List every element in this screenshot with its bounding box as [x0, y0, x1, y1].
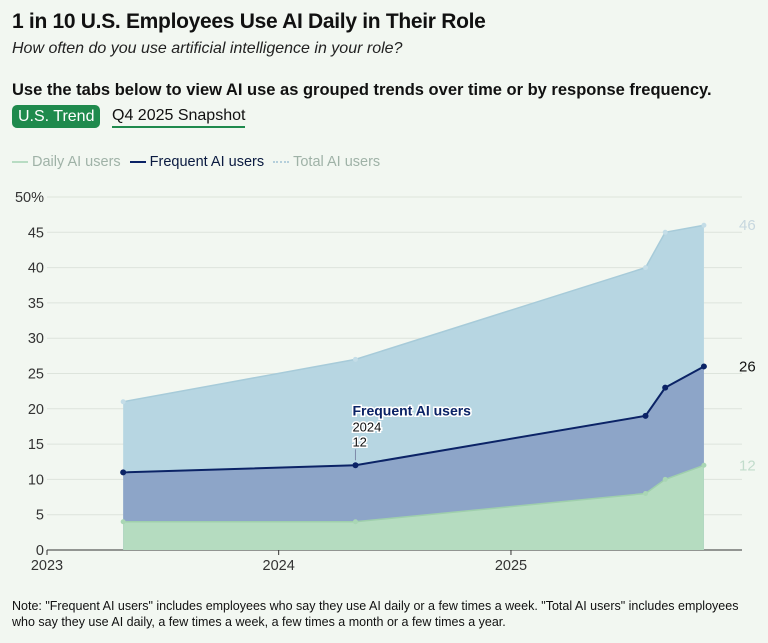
point-daily-ai-users [643, 491, 649, 497]
tooltip-series-name: Frequent AI users [352, 402, 471, 418]
y-tick-label: 40 [28, 261, 44, 277]
y-tick-label: 50% [15, 190, 44, 206]
tooltip-value: 12 [352, 434, 366, 449]
point-daily-ai-users [352, 519, 358, 525]
legend-label-frequent: Frequent AI users [149, 154, 265, 170]
legend-item-total[interactable]: Total AI users [273, 154, 380, 170]
point-frequent-ai-users [662, 384, 669, 391]
point-daily-ai-users [120, 519, 126, 525]
legend-swatch-total [273, 161, 290, 163]
legend-swatch-frequent [129, 161, 146, 163]
x-tick-label: 2023 [31, 558, 63, 574]
legend-item-daily[interactable]: Daily AI users [12, 154, 121, 170]
tooltip-x-label: 2024 [352, 419, 381, 434]
point-total-ai-users [120, 399, 126, 405]
x-tick-label: 2025 [495, 558, 527, 574]
legend-label-total: Total AI users [293, 154, 381, 170]
end-label-total: 46 [739, 217, 756, 234]
legend-label-daily: Daily AI users [32, 154, 121, 170]
y-tick-label: 10 [28, 472, 44, 488]
tab-us-trend[interactable]: U.S. Trend [12, 105, 101, 128]
point-frequent-ai-users [700, 363, 707, 370]
x-tick-label: 2024 [263, 558, 295, 574]
point-total-ai-users [662, 229, 668, 235]
point-daily-ai-users [662, 476, 668, 482]
point-frequent-ai-users [120, 469, 127, 476]
point-frequent-ai-users [642, 412, 649, 419]
y-tick-label: 45 [28, 225, 44, 241]
point-frequent-ai-users [352, 462, 359, 469]
chart-note: Note: "Frequent AI users" includes emplo… [12, 599, 739, 629]
y-tick-label: 0 [36, 543, 44, 559]
tab-instruction: Use the tabs below to view AI use as gro… [12, 81, 712, 99]
y-tick-label: 30 [28, 331, 44, 347]
legend-item-frequent[interactable]: Frequent AI users [129, 154, 265, 170]
end-label-frequent: 26 [739, 358, 756, 375]
y-tick-label: 15 [28, 437, 44, 453]
point-total-ai-users [643, 265, 649, 271]
chart-legend: Daily AI users Frequent AI users Total A… [12, 152, 389, 172]
tab-q4-2025-snapshot[interactable]: Q4 2025 Snapshot [112, 105, 246, 128]
area-daily-ai-users [123, 465, 704, 550]
y-tick-label: 25 [28, 367, 44, 383]
chart-subtitle: How often do you use artificial intellig… [12, 40, 403, 57]
y-tick-label: 5 [36, 508, 44, 524]
chart-title: 1 in 10 U.S. Employees Use AI Daily in T… [12, 10, 486, 33]
point-total-ai-users [701, 222, 707, 228]
point-daily-ai-users [701, 462, 707, 468]
point-total-ai-users [352, 356, 358, 362]
y-tick-label: 20 [28, 402, 44, 418]
end-label-daily: 12 [739, 457, 756, 474]
y-tick-label: 35 [28, 296, 44, 312]
legend-swatch-daily [12, 161, 28, 163]
